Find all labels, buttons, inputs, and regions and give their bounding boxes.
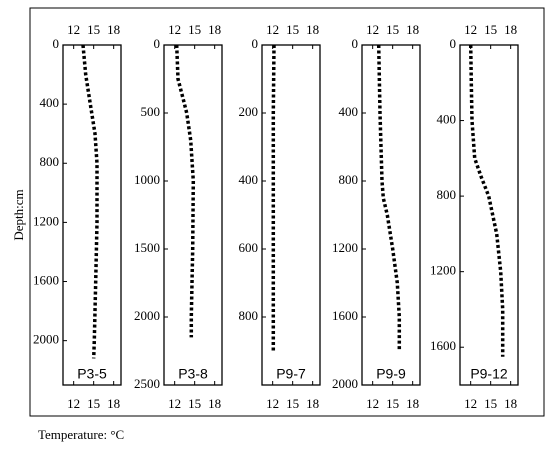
panel-label: P9-9 xyxy=(376,366,406,382)
x-tick-label-top: 18 xyxy=(406,22,419,37)
y-tick-label: 0 xyxy=(154,36,161,51)
panel-label: P9-7 xyxy=(276,366,306,382)
x-tick-label-top: 18 xyxy=(306,22,319,37)
y-tick-label: 1500 xyxy=(134,240,160,255)
x-tick-label-bottom: 15 xyxy=(484,396,497,411)
x-tick-label-bottom: 18 xyxy=(406,396,419,411)
y-tick-label: 2000 xyxy=(332,376,358,391)
y-tick-label: 0 xyxy=(352,36,359,51)
x-axis-label: Temperature: °C xyxy=(38,427,124,442)
y-tick-label: 1200 xyxy=(33,213,59,228)
panel-label: P3-5 xyxy=(77,366,107,382)
x-tick-label-bottom: 18 xyxy=(107,396,120,411)
x-tick-label-top: 12 xyxy=(168,22,181,37)
x-tick-label-top: 18 xyxy=(504,22,517,37)
temperature-profile xyxy=(376,44,402,351)
x-tick-label-top: 15 xyxy=(87,22,100,37)
x-tick-label-top: 15 xyxy=(484,22,497,37)
x-tick-label-top: 12 xyxy=(366,22,379,37)
y-tick-label: 1200 xyxy=(430,263,456,278)
y-tick-label: 400 xyxy=(40,95,60,110)
x-tick-label-bottom: 12 xyxy=(67,396,80,411)
y-tick-label: 1000 xyxy=(134,172,160,187)
y-tick-label: 800 xyxy=(239,308,259,323)
x-tick-label-top: 15 xyxy=(188,22,201,37)
x-tick-label-bottom: 18 xyxy=(504,396,517,411)
x-tick-label-top: 18 xyxy=(107,22,120,37)
x-tick-label-bottom: 18 xyxy=(306,396,319,411)
y-tick-label: 2000 xyxy=(33,332,59,347)
y-tick-label: 1600 xyxy=(33,273,59,288)
panel-frame xyxy=(62,44,122,386)
panel-frame xyxy=(261,44,321,386)
x-tick-label-bottom: 15 xyxy=(386,396,399,411)
x-tick-label-top: 12 xyxy=(266,22,279,37)
panel-label: P3-8 xyxy=(178,366,208,382)
y-tick-label: 800 xyxy=(437,187,457,202)
x-tick-label-top: 15 xyxy=(286,22,299,37)
y-tick-label: 400 xyxy=(239,172,259,187)
temperature-profile xyxy=(81,44,99,359)
x-tick-label-bottom: 15 xyxy=(286,396,299,411)
panel-frame xyxy=(163,44,223,386)
y-tick-label: 600 xyxy=(239,240,259,255)
panel-frame xyxy=(361,44,421,386)
y-tick-label: 500 xyxy=(141,104,161,119)
y-tick-label: 1200 xyxy=(332,240,358,255)
y-tick-label: 400 xyxy=(437,112,457,127)
x-tick-label-top: 12 xyxy=(464,22,477,37)
x-tick-label-bottom: 18 xyxy=(208,396,221,411)
x-tick-label-bottom: 12 xyxy=(366,396,379,411)
y-tick-label: 800 xyxy=(40,154,60,169)
y-tick-label: 1600 xyxy=(430,338,456,353)
panel-label: P9-12 xyxy=(470,366,508,382)
temperature-profile xyxy=(271,44,276,351)
x-tick-label-bottom: 12 xyxy=(266,396,279,411)
y-tick-label: 2500 xyxy=(134,376,160,391)
y-tick-label: 0 xyxy=(53,36,60,51)
y-tick-label: 1600 xyxy=(332,308,358,323)
y-tick-label: 800 xyxy=(339,172,359,187)
x-tick-label-bottom: 12 xyxy=(168,396,181,411)
panel-frame xyxy=(459,44,519,386)
y-tick-label: 200 xyxy=(239,104,259,119)
temperature-profile xyxy=(468,44,505,357)
x-tick-label-bottom: 15 xyxy=(87,396,100,411)
x-tick-label-top: 18 xyxy=(208,22,221,37)
y-axis-label: Depth:cm xyxy=(11,189,26,240)
y-tick-label: 0 xyxy=(450,36,457,51)
x-tick-label-bottom: 12 xyxy=(464,396,477,411)
x-tick-label-bottom: 15 xyxy=(188,396,201,411)
temperature-profile xyxy=(174,44,196,338)
x-tick-label-top: 12 xyxy=(67,22,80,37)
y-tick-label: 2000 xyxy=(134,308,160,323)
y-tick-label: 400 xyxy=(339,104,359,119)
y-tick-label: 0 xyxy=(252,36,259,51)
x-tick-label-top: 15 xyxy=(386,22,399,37)
figure-frame xyxy=(29,7,545,417)
